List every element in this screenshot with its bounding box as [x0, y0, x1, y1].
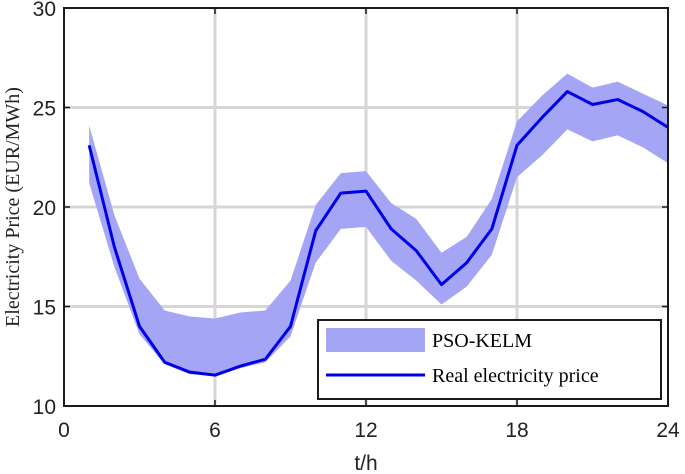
x-tick-label: 24	[656, 419, 680, 442]
x-axis-title: t/h	[354, 452, 377, 474]
y-tick-label: 15	[33, 297, 56, 320]
x-tick-label: 12	[354, 419, 377, 442]
legend-label-pso-kelm: PSO-KELM	[432, 330, 532, 352]
y-tick-label: 20	[33, 197, 56, 220]
legend-swatch-pso-kelm	[326, 328, 425, 352]
y-tick-label: 30	[33, 0, 56, 21]
band-layer	[89, 73, 668, 377]
x-tick-label: 6	[209, 419, 221, 442]
y-tick-label: 10	[33, 396, 56, 419]
band-pso-kelm	[89, 73, 668, 377]
x-tick-label: 0	[58, 419, 70, 442]
y-axis-title: Electricity Price (EUR/MWh)	[2, 87, 24, 327]
y-tick-label: 25	[33, 98, 56, 121]
legend-label-real-price: Real electricity price	[432, 365, 599, 387]
x-tick-label: 18	[505, 419, 528, 442]
line-layer	[87, 90, 669, 377]
legend: PSO-KELM Real electricity price	[317, 319, 662, 400]
line-real-electricity-price	[87, 90, 669, 377]
tick-layer: 0 6 12 18 24 10 15 20 25 30	[33, 0, 680, 442]
